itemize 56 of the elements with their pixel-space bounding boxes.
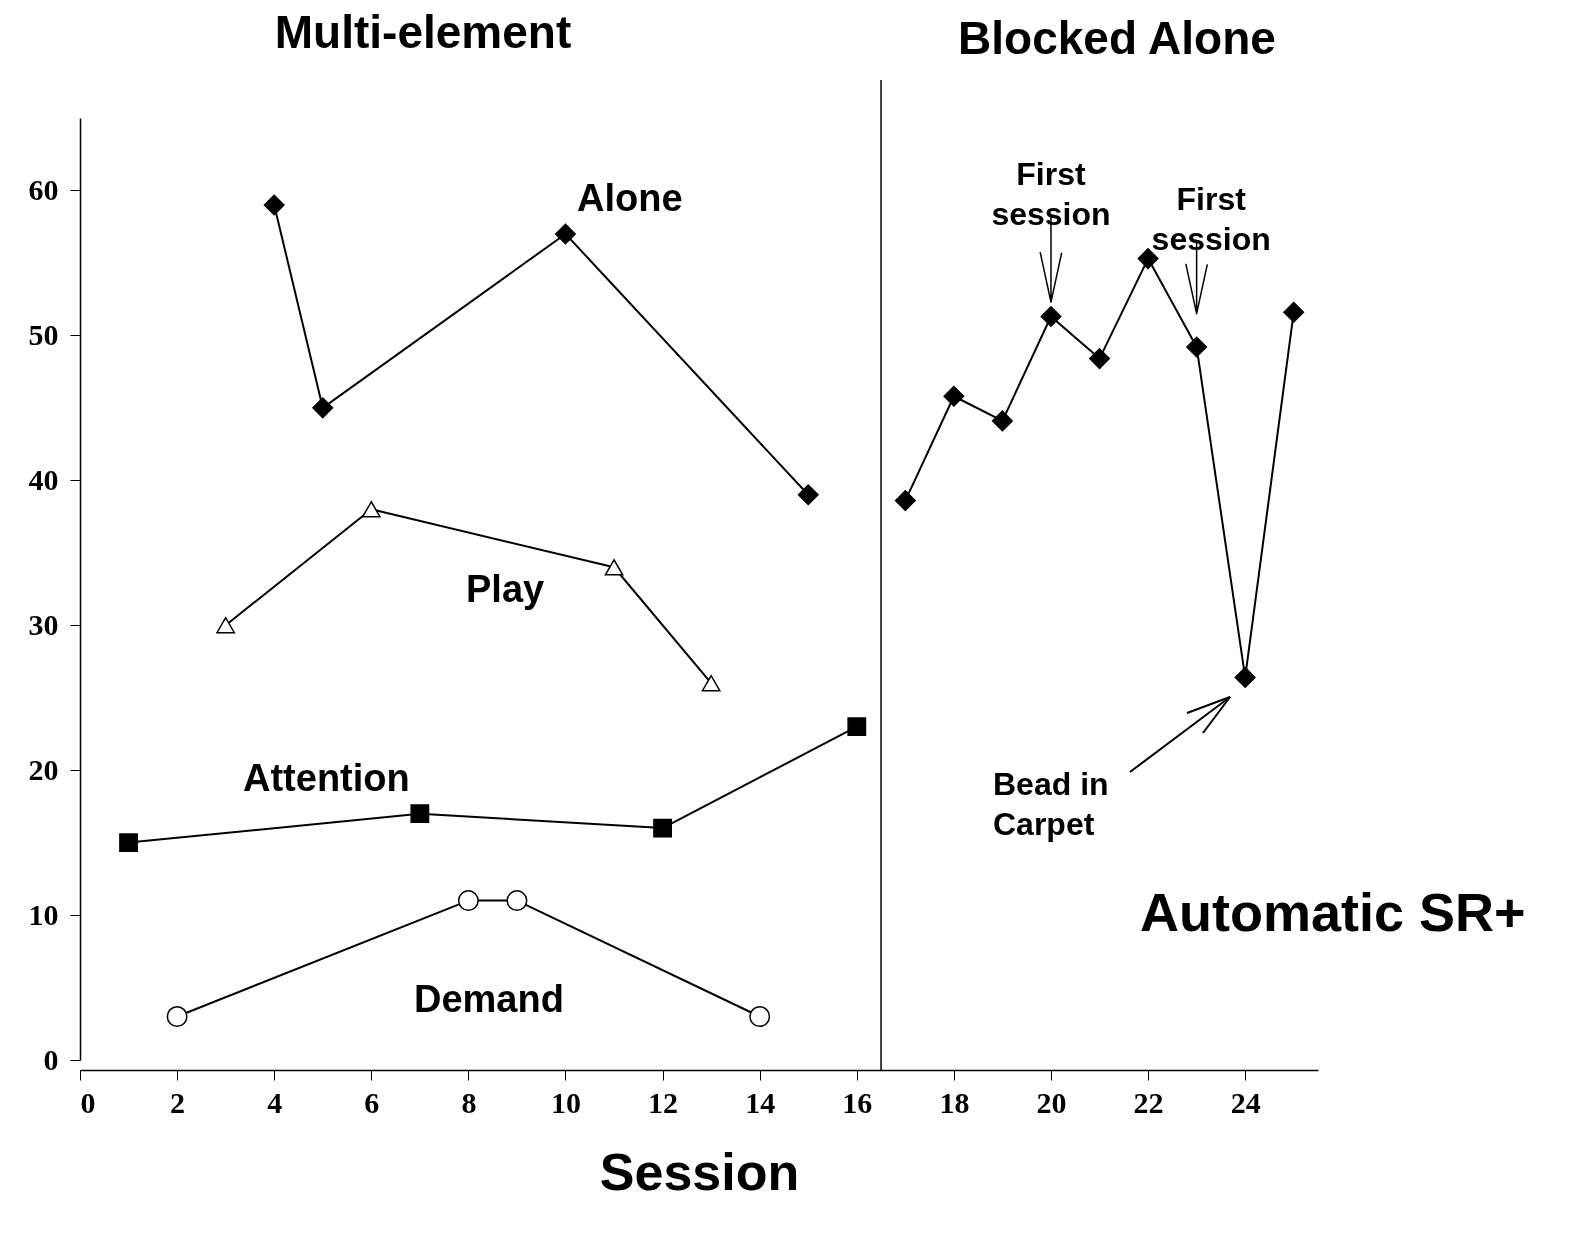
- text: Blocked Alone: [958, 12, 1276, 64]
- point: [847, 717, 867, 737]
- x-tick-label: 10: [550, 1085, 581, 1119]
- annotation: Automatic SR+: [1140, 882, 1526, 942]
- point: [361, 501, 381, 518]
- annotation: First session: [991, 155, 1111, 232]
- point: [263, 194, 285, 216]
- point: [1040, 306, 1062, 328]
- point: [894, 490, 916, 512]
- y-tick-label: 40: [28, 462, 59, 496]
- point: [216, 616, 236, 634]
- x-axis-title: Session: [599, 1142, 800, 1201]
- y-tick-label: 0: [43, 1042, 59, 1076]
- x-tick-label: 2: [170, 1085, 186, 1119]
- text: Multi-element: [274, 6, 572, 58]
- y-tick-label: 30: [28, 607, 59, 641]
- point: [506, 890, 528, 912]
- point: [943, 385, 965, 407]
- point: [653, 818, 672, 838]
- x-tick-label: 12: [648, 1085, 679, 1119]
- point: [749, 1006, 771, 1027]
- point: [312, 397, 334, 419]
- point: [604, 559, 624, 576]
- series-label: Play: [466, 568, 545, 610]
- x-tick-label: 20: [1036, 1085, 1067, 1119]
- series-label: Attention: [243, 757, 410, 799]
- point: [1137, 248, 1159, 270]
- y-tick-label: 20: [28, 752, 59, 786]
- point: [701, 674, 721, 692]
- point: [797, 484, 819, 506]
- x-tick-label: 18: [939, 1085, 970, 1119]
- annotation: Bead in Carpet: [993, 766, 1109, 842]
- x-tick-label: 24: [1230, 1085, 1261, 1119]
- point: [1186, 336, 1208, 358]
- x-tick-label: 6: [364, 1085, 380, 1119]
- x-tick-label: 16: [842, 1085, 873, 1119]
- x-tick-label: 22: [1133, 1085, 1164, 1119]
- point: [1089, 348, 1111, 370]
- y-tick-label: 50: [28, 317, 59, 351]
- point: [457, 890, 479, 912]
- y-tick-label: 10: [28, 897, 59, 931]
- x-tick-label: 0: [80, 1085, 96, 1119]
- point: [1283, 301, 1305, 323]
- point: [410, 804, 430, 824]
- x-tick-label: 14: [745, 1085, 776, 1119]
- point: [554, 223, 576, 245]
- x-tick-label: 4: [267, 1085, 283, 1119]
- series-label: Demand: [414, 978, 564, 1020]
- point: [1234, 666, 1256, 688]
- point: [119, 833, 138, 853]
- series-label: Alone: [577, 177, 683, 219]
- point: [166, 1006, 188, 1027]
- y-tick-label: 60: [28, 172, 59, 206]
- annotation: First session: [1151, 180, 1271, 257]
- x-tick-label: 8: [461, 1085, 477, 1119]
- point: [991, 410, 1013, 432]
